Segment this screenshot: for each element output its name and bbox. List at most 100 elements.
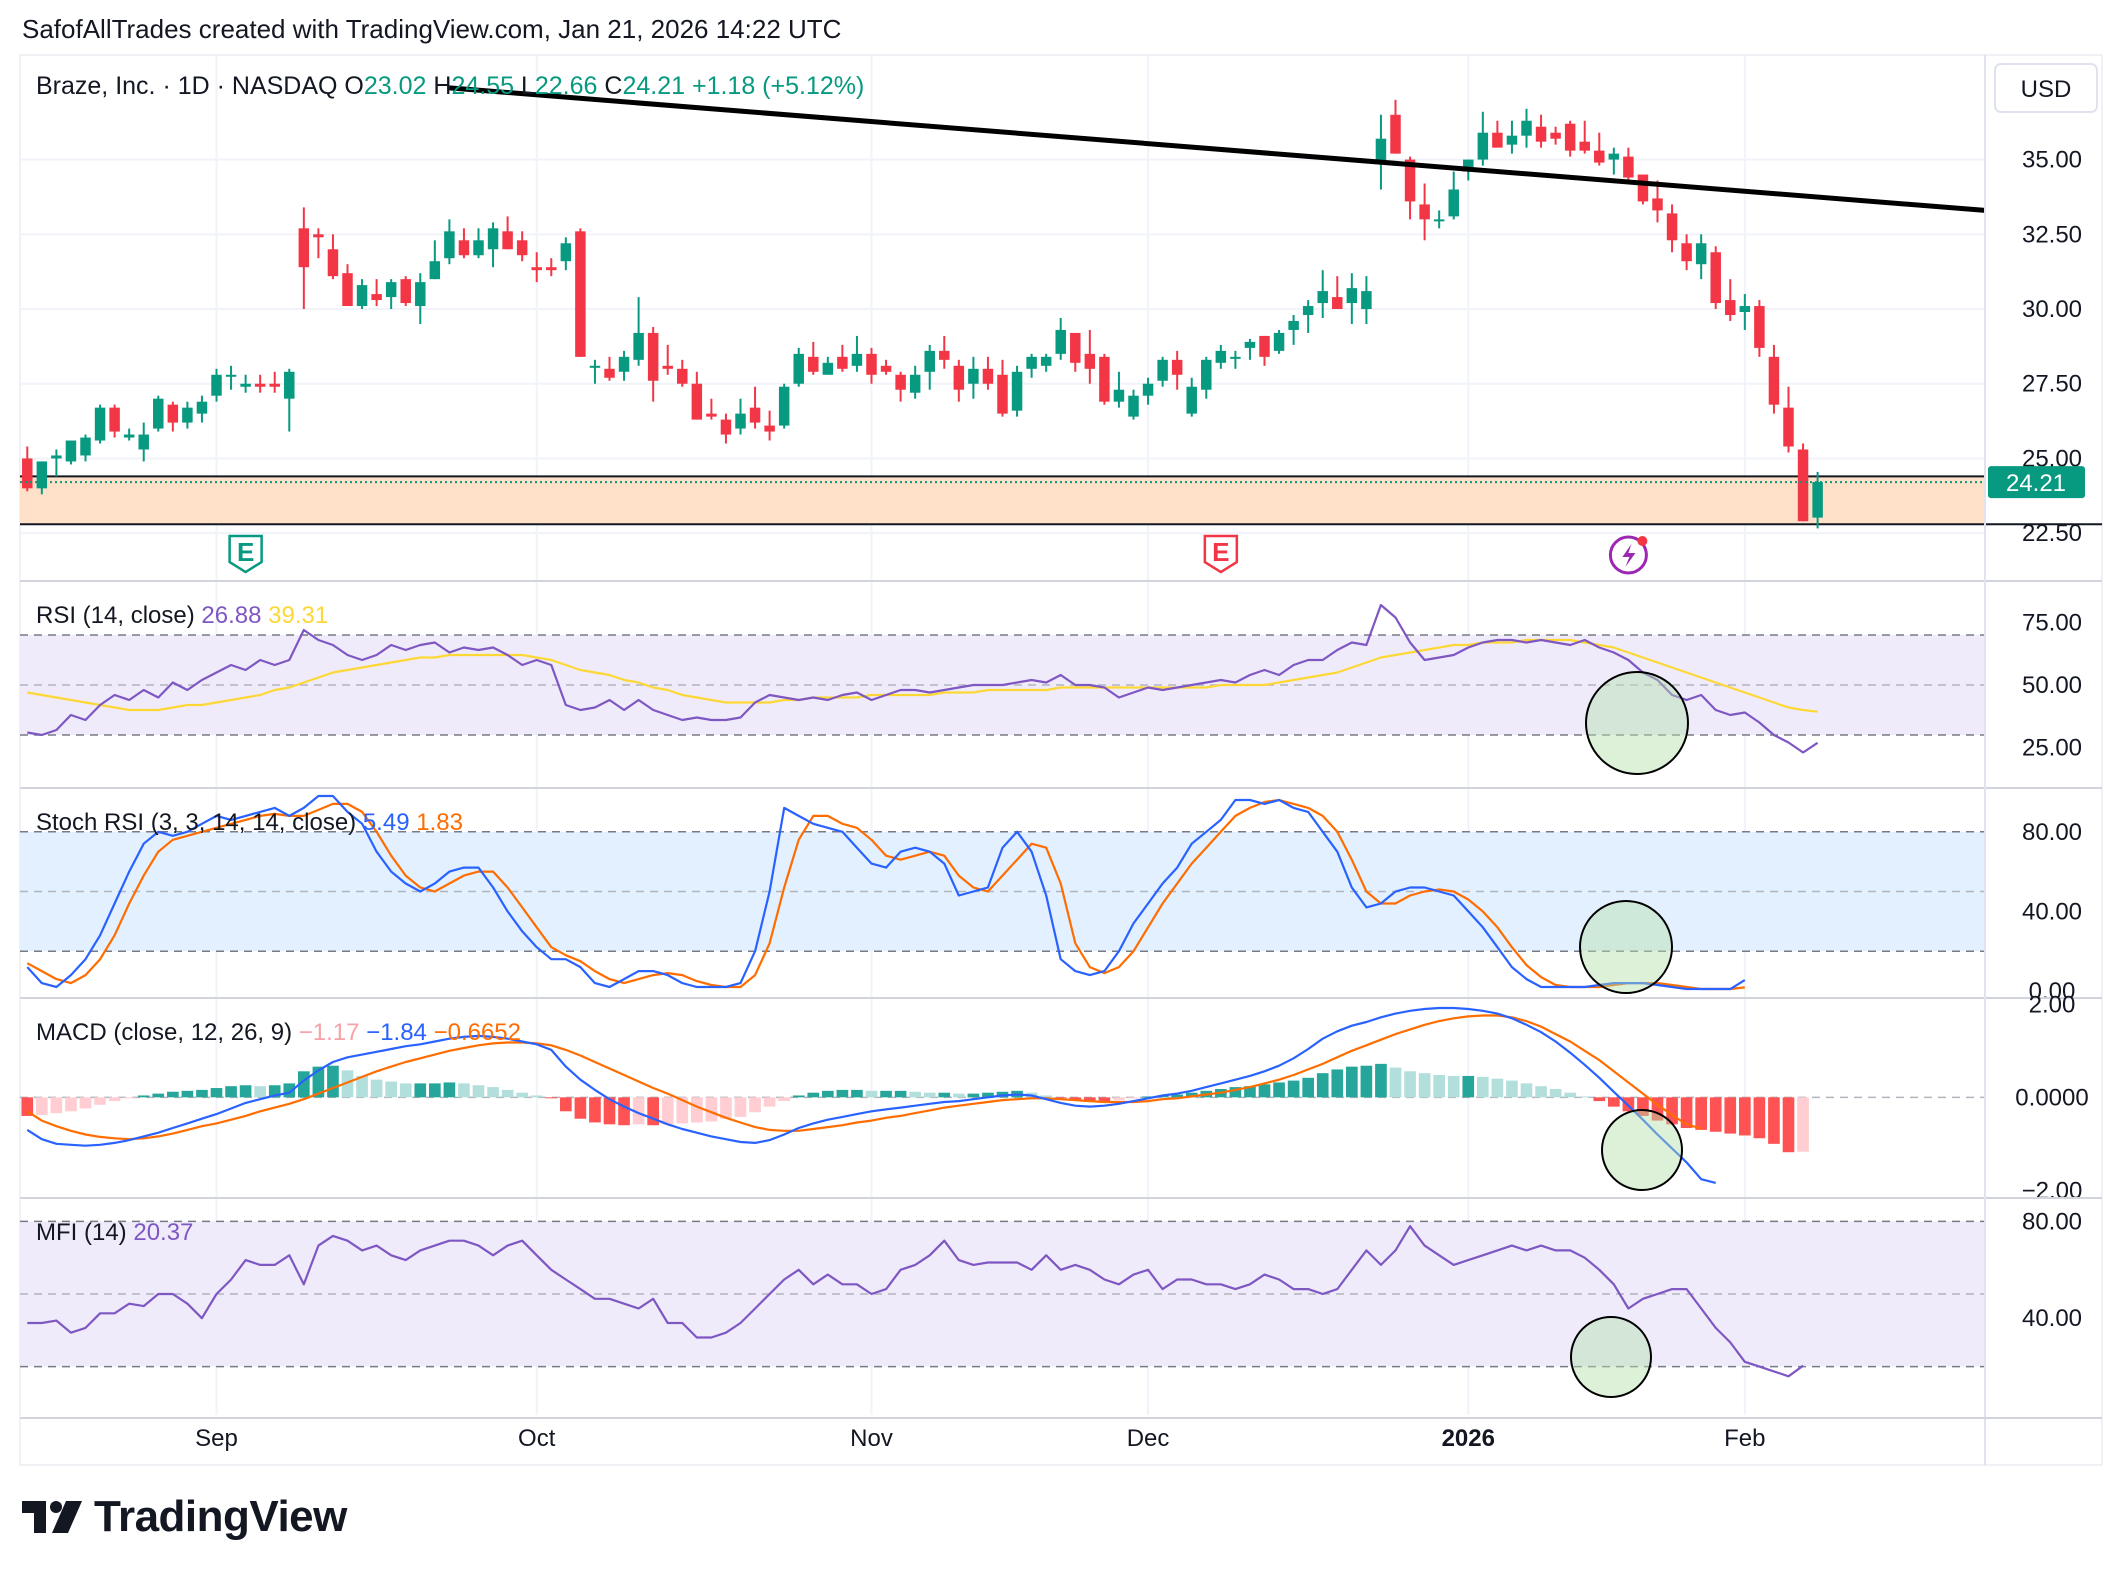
macd-histogram-bar — [472, 1085, 485, 1098]
candle — [1317, 270, 1328, 318]
candle-body — [822, 362, 834, 375]
candle — [1710, 246, 1721, 310]
candle-body — [880, 365, 892, 372]
candle-body — [1361, 291, 1372, 310]
candle-body — [1695, 243, 1707, 265]
candle — [735, 398, 746, 435]
candle — [1608, 147, 1620, 175]
candle-body — [662, 365, 673, 369]
macd-histogram-bar — [1244, 1086, 1256, 1098]
candle — [1448, 171, 1459, 220]
macd-histogram-bar — [938, 1092, 951, 1098]
candle-body — [851, 353, 863, 366]
currency-button[interactable] — [1994, 63, 2098, 113]
macd-histogram-bar — [1506, 1080, 1518, 1098]
candle-body — [1011, 371, 1023, 411]
candle — [1812, 471, 1823, 529]
rsi-ma-value: 39.31 — [268, 602, 328, 629]
candle — [1390, 99, 1401, 154]
indicator-legend: Stoch RSI (3, 3, 14, 14, close) 5.49 1.8… — [36, 809, 463, 836]
candle — [254, 374, 266, 393]
candle — [356, 279, 368, 310]
candle-body — [138, 434, 149, 450]
macd-histogram-bar — [370, 1079, 383, 1098]
macd-histogram-bar — [530, 1095, 543, 1098]
macd-histogram-bar — [385, 1081, 397, 1098]
macd-histogram-bar — [836, 1089, 849, 1098]
macd-histogram-bar — [1739, 1097, 1751, 1136]
candle-body — [1535, 126, 1547, 142]
macd-histogram-bar — [1768, 1097, 1780, 1144]
macd-histogram-bar — [691, 1097, 703, 1123]
candle-body — [1346, 288, 1358, 304]
candle-body — [51, 455, 62, 459]
candle-body — [65, 440, 77, 462]
candle-body — [1201, 359, 1212, 390]
candle-body — [80, 437, 91, 456]
rsi-value: 26.88 — [201, 602, 268, 629]
stoch-d-line — [26, 798, 1745, 991]
indicator-axis-tick: 80.00 — [2022, 1208, 2082, 1235]
attribution-header: SafofAllTrades created with TradingView.… — [22, 14, 842, 44]
candle-body — [516, 240, 528, 256]
macd-histogram-bar — [1709, 1097, 1722, 1132]
candle — [1521, 108, 1532, 148]
candle — [1666, 204, 1678, 253]
candle — [749, 386, 761, 429]
candle-body — [1215, 350, 1227, 363]
macd-histogram-bar — [807, 1092, 820, 1098]
candle — [1302, 300, 1314, 333]
candle — [1040, 353, 1052, 372]
candle-body — [691, 383, 703, 420]
candle-body — [1550, 132, 1561, 139]
macd-histogram-bar — [1273, 1082, 1285, 1098]
indicator-legend: RSI (14, close) 26.88 39.31 — [36, 602, 328, 629]
macd-histogram-bar — [618, 1097, 630, 1126]
indicator-title: MFI (14) — [36, 1219, 133, 1246]
stoch-d-value: 1.83 — [416, 809, 463, 836]
candle — [65, 440, 77, 465]
macd-histogram-bar — [1797, 1097, 1809, 1152]
candle — [909, 365, 921, 399]
price-axis-tick: 32.50 — [2022, 221, 2082, 248]
candle — [109, 404, 120, 438]
candle-body — [1157, 359, 1168, 381]
indicator-axis-tick: −2.00 — [2022, 1177, 2083, 1204]
earnings-badge — [228, 534, 263, 574]
candle — [1754, 300, 1765, 357]
candle-body — [109, 407, 120, 432]
macd-histogram-bar — [312, 1066, 325, 1098]
candle-body — [1725, 300, 1736, 316]
x-axis-tick: Nov — [850, 1425, 893, 1452]
chart-frame — [19, 54, 2103, 1466]
candle-body — [225, 374, 237, 377]
candle-body — [1448, 189, 1459, 217]
candle-body — [284, 371, 295, 399]
resistance-trendline — [449, 85, 1986, 213]
candle — [647, 326, 659, 402]
candle-body — [1026, 356, 1037, 369]
chart-title: Braze, Inc. · 1D · NASDAQ — [36, 72, 344, 100]
candle — [371, 279, 382, 307]
candle — [385, 279, 397, 310]
macd-histogram-bar — [137, 1095, 150, 1098]
macd-histogram-bar — [501, 1089, 514, 1098]
candle — [167, 401, 179, 432]
indicator-axis-tick: 40.00 — [2022, 898, 2082, 925]
macd-histogram-bar — [94, 1097, 106, 1105]
mfi-value: 20.37 — [133, 1219, 193, 1246]
candle — [895, 371, 906, 402]
candle-body — [924, 350, 935, 372]
candle-body — [1506, 135, 1518, 145]
candle-body — [1040, 356, 1052, 366]
candle-body — [968, 368, 979, 384]
macd-histogram-bar — [1491, 1078, 1504, 1098]
candle — [1564, 120, 1576, 157]
candle — [225, 365, 237, 390]
candle — [618, 350, 630, 381]
earnings-marker: E — [1203, 534, 1239, 574]
indicator-legend: MACD (close, 12, 26, 9) −1.17 −1.84 −0.6… — [36, 1019, 521, 1046]
candle-body — [575, 231, 586, 357]
candle — [1637, 174, 1649, 205]
